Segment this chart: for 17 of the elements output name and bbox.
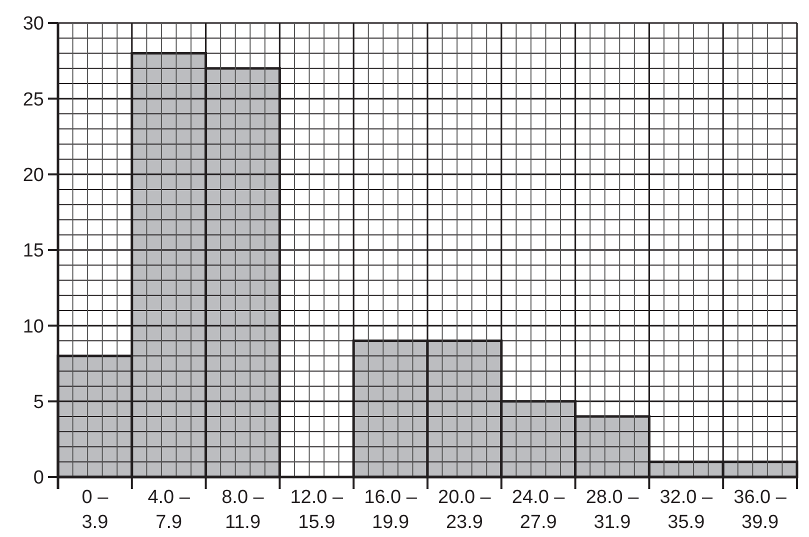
x-tick-label: 8.0 – 11.9	[222, 487, 264, 533]
y-tick-label: 20	[22, 164, 44, 186]
y-tick-label: 10	[22, 316, 44, 338]
x-tick-label: 20.0 – 23.9	[438, 487, 492, 533]
x-tick-label: 16.0 – 19.9	[364, 487, 418, 533]
x-tick-label: 12.0 – 15.9	[290, 487, 344, 533]
x-tick-label: 24.0 – 27.9	[512, 487, 566, 533]
x-tick-label: 36.0 – 39.9	[734, 487, 787, 533]
x-tick-label: 0 – 3.9	[82, 487, 109, 533]
y-tick-label: 30	[22, 14, 44, 35]
y-tick-label: 15	[22, 240, 44, 262]
y-tick-label: 0	[33, 468, 44, 489]
y-tick-label: 5	[33, 392, 44, 413]
x-tick-label: 32.0 – 35.9	[660, 487, 713, 533]
x-tick-label: 4.0 – 7.9	[148, 487, 190, 533]
y-tick-label: 25	[22, 89, 44, 110]
x-tick-label: 28.0 – 31.9	[586, 487, 640, 533]
